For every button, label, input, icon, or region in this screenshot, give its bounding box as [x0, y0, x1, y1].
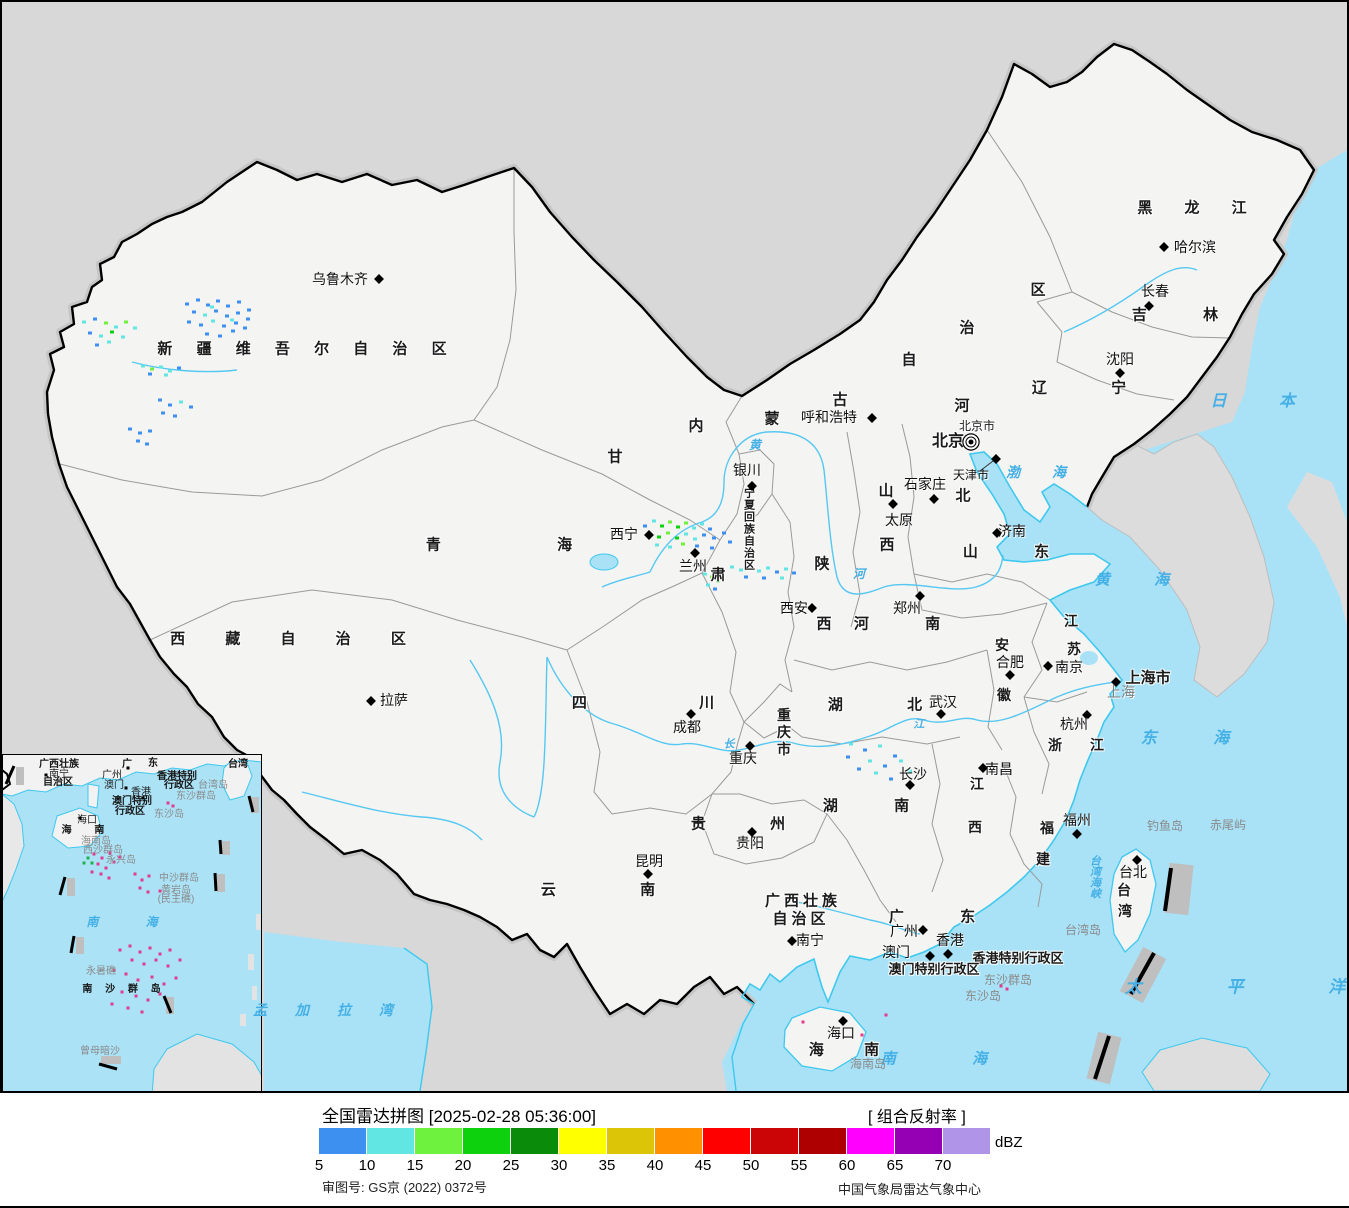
rivers	[131, 266, 1198, 935]
colorbar-tick-label: 40	[646, 1157, 664, 1174]
japan-landmass	[1287, 472, 1347, 627]
national-border	[45, 42, 1316, 1016]
colorbar-swatch	[511, 1128, 558, 1154]
approval-number: 审图号: GS京 (2022) 0372号	[322, 1180, 487, 1195]
colorbar-tick-label: 35	[598, 1157, 616, 1174]
colorbar-swatch	[847, 1128, 894, 1154]
colorbar-segment: 5	[315, 1128, 366, 1174]
colorbar-swatch	[799, 1128, 846, 1154]
colorbar-segment: 35	[599, 1128, 654, 1174]
colorbar-segment: 15	[407, 1128, 462, 1174]
bay-of-bengal	[264, 932, 432, 1091]
colorbar-tick-label: 55	[790, 1157, 808, 1174]
colorbar-tick-label: 65	[886, 1157, 904, 1174]
colorbar-swatch	[319, 1128, 366, 1154]
credit-label: 中国气象局雷达气象中心	[838, 1182, 982, 1197]
china-landmass	[47, 44, 1314, 1014]
bengal-coastline	[403, 947, 433, 1091]
product-label: [ 组合反射率 ]	[868, 1109, 966, 1126]
inset-mainland	[2, 754, 262, 796]
legend-panel: 全国雷达拼图 [2025-02-28 05:36:00] [ 组合反射率 ] 5…	[0, 1093, 1349, 1206]
unit-label: dBZ	[995, 1134, 1023, 1151]
colorbar-segment: 50	[743, 1128, 798, 1174]
colorbar-tick-label: 50	[742, 1157, 760, 1174]
colorbar-swatch	[463, 1128, 510, 1154]
colorbar-swatch	[895, 1128, 942, 1154]
colorbar-tick-label: 70	[934, 1157, 952, 1174]
colorbar-tick-label: 30	[550, 1157, 568, 1174]
nine-dash-line	[1086, 862, 1194, 1085]
tianjin-arrow	[979, 460, 994, 472]
colorbar-swatch	[703, 1128, 750, 1154]
coastline	[740, 451, 1124, 1005]
colorbar-segment: 60	[839, 1128, 894, 1174]
taiwan-island	[1109, 848, 1157, 954]
vietnam-coastline	[731, 1003, 755, 1091]
colorbar-swatch	[559, 1128, 606, 1154]
taihu-lake	[1080, 651, 1098, 665]
colorbar: 5 10 15 20 25 30 35 40	[315, 1128, 990, 1174]
inset-hainan	[51, 807, 103, 849]
capital-symbol-icon	[965, 436, 977, 448]
colorbar-tick-label: 25	[502, 1157, 520, 1174]
inset-taiwan	[221, 759, 253, 801]
colorbar-swatch	[367, 1128, 414, 1154]
colorbar-segment: 45	[695, 1128, 750, 1174]
colorbar-segment: 55	[791, 1128, 846, 1174]
colorbar-segment: 25	[503, 1128, 558, 1174]
colorbar-swatch	[751, 1128, 798, 1154]
colorbar-tick-label: 5	[314, 1157, 324, 1174]
colorbar-segment: 20	[455, 1128, 510, 1174]
colorbar-swatch	[943, 1128, 990, 1154]
korea-landmass	[1086, 433, 1275, 698]
colorbar-swatch	[655, 1128, 702, 1154]
inset-leizhou	[87, 783, 100, 809]
inset-mainland-coast	[2, 759, 262, 797]
colorbar-segment: 30	[551, 1128, 606, 1174]
south-china-sea-inset	[2, 754, 262, 1091]
inset-philippine-islets	[240, 914, 261, 1026]
province-boundaries	[59, 129, 1231, 923]
sea-area	[722, 150, 1347, 1091]
colorbar-segment: 10	[359, 1128, 414, 1174]
colorbar-swatch	[607, 1128, 654, 1154]
legend-title: 全国雷达拼图 [2025-02-28 05:36:00]	[322, 1107, 597, 1126]
colorbar-tick-label: 45	[694, 1157, 712, 1174]
colorbar-tick-label: 20	[454, 1157, 472, 1174]
colorbar-tick-label: 10	[358, 1157, 376, 1174]
colorbar-segment: 65	[887, 1128, 942, 1174]
inset-nine-dash-line	[4, 765, 259, 1071]
colorbar-tick-label: 60	[838, 1157, 856, 1174]
colorbar-segment: 70	[935, 1128, 990, 1174]
colorbar-tick-label: 15	[406, 1157, 424, 1174]
colorbar-swatch	[415, 1128, 462, 1154]
luzon-landmass	[1141, 1037, 1271, 1091]
qinghai-lake	[589, 553, 619, 571]
colorbar-segment: 40	[647, 1128, 702, 1174]
inset-borneo	[151, 1033, 262, 1091]
